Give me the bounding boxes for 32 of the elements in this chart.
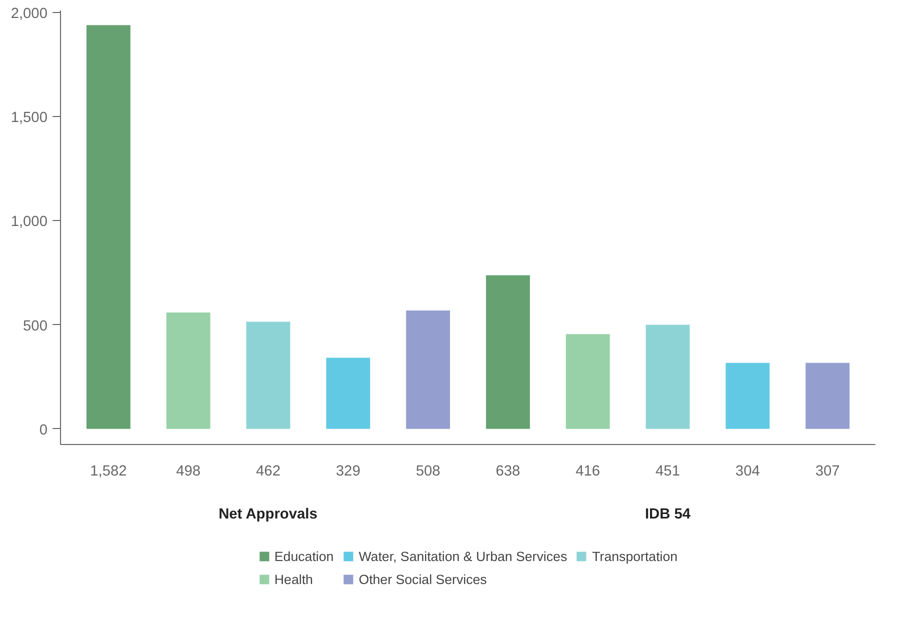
x-tick-label: 462: [256, 464, 280, 480]
x-tick-label: 307: [815, 464, 840, 480]
bar: [486, 275, 530, 429]
text: IDB 54: [644, 506, 692, 522]
bar: [806, 362, 850, 429]
bar: [246, 322, 290, 429]
legend-label: Other Social Services: [358, 572, 487, 586]
bar: [566, 334, 610, 429]
x-tick-label: 498: [176, 464, 201, 480]
bar: [86, 25, 130, 429]
bar: [726, 362, 770, 429]
x-tick-label: 451: [656, 464, 680, 480]
legend-label: Water, Sanitation & Urban Services: [358, 548, 568, 564]
bar: [646, 324, 690, 429]
legend-label: Transportation: [592, 548, 678, 564]
x-tick-label: 304: [735, 464, 760, 480]
bar: [326, 358, 370, 429]
y-tick-label: 500: [23, 318, 48, 334]
x-tick-label: 329: [336, 464, 360, 480]
legend-label: Education: [274, 548, 334, 564]
x-tick-label: 508: [416, 464, 440, 480]
y-tick-label: 2,000: [10, 6, 48, 22]
x-tick-label: 416: [576, 464, 600, 480]
x-tick-label: 1,582: [90, 464, 127, 480]
x-tick-label: 638: [496, 464, 520, 480]
bar: [166, 312, 210, 429]
y-tick-label: 0: [39, 422, 48, 438]
legend-label: Health: [274, 572, 313, 586]
bar: [406, 310, 450, 429]
text: Net Approvals: [218, 506, 318, 522]
y-tick-label: 1,500: [10, 110, 48, 126]
y-tick-label: 1,000: [10, 214, 48, 230]
